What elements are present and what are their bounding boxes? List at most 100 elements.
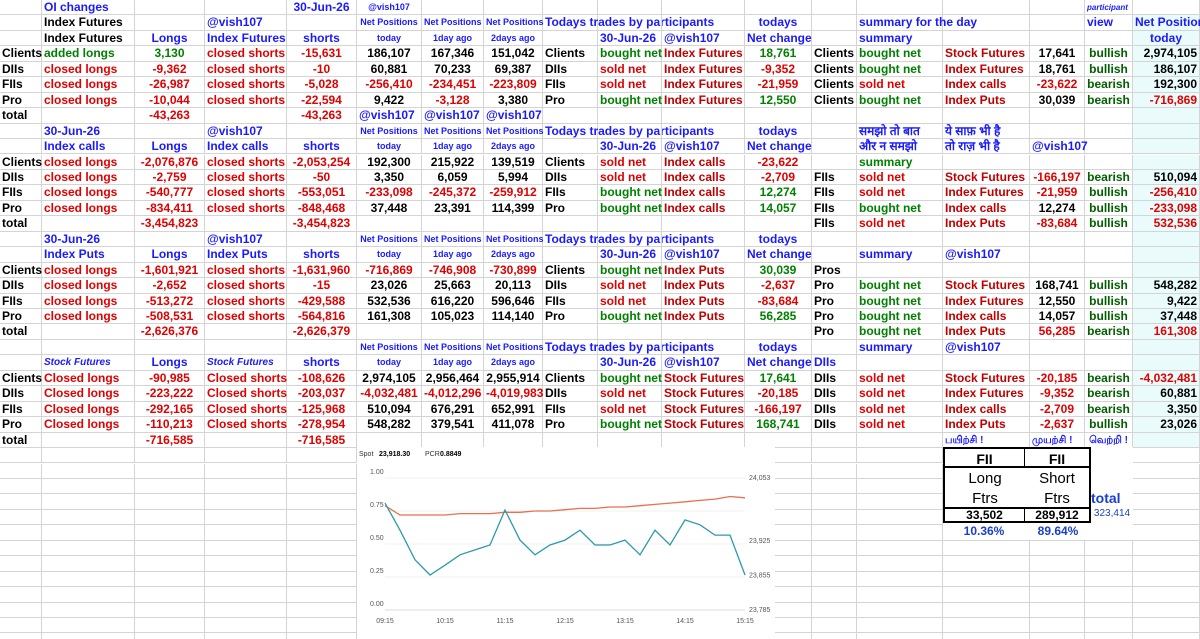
number-cell: -50	[287, 169, 357, 186]
cell	[205, 478, 287, 495]
cell	[1133, 339, 1200, 356]
number-cell: -3,128	[422, 92, 484, 109]
text-cell: Clients	[543, 370, 598, 387]
header-cell: 30-Jun-26	[287, 0, 357, 16]
number-cell: 3,350	[1133, 401, 1200, 418]
text-cell: Clients	[812, 46, 857, 62]
cell	[1085, 139, 1133, 155]
text-cell: Index Puts	[662, 309, 745, 325]
header-cell: Net Positions	[484, 123, 544, 140]
spot-value: 23,918.30	[379, 451, 410, 458]
text-cell: Stock Futures	[943, 370, 1030, 387]
header-cell: 30-Jun-26	[598, 355, 662, 371]
cell	[745, 633, 812, 639]
number-cell: 14,057	[1030, 309, 1085, 325]
number-cell: -43,263	[287, 108, 357, 124]
number-cell: -4,032,481	[1133, 370, 1200, 387]
number-cell: -564,816	[287, 309, 357, 325]
cell	[205, 463, 287, 479]
cell	[745, 478, 812, 495]
header-cell: Net Positions	[357, 231, 422, 248]
cell	[0, 448, 42, 464]
text-cell: FIIs	[0, 77, 42, 93]
cell	[42, 587, 135, 603]
text-cell: FIIs	[543, 185, 598, 201]
text-cell: FIIs	[812, 185, 857, 201]
number-cell: 20,113	[484, 278, 543, 294]
cell	[812, 494, 857, 510]
cell	[543, 139, 598, 155]
number-cell: 12,550	[1030, 293, 1085, 309]
text-cell: Pro	[543, 417, 598, 433]
number-cell: -256,410	[1133, 185, 1200, 201]
header-cell: OI changes	[42, 0, 135, 16]
number-cell: -9,362	[135, 61, 205, 78]
header-cell: Index calls	[205, 139, 287, 155]
cell	[205, 339, 287, 356]
header-cell: todays	[745, 231, 812, 248]
number-cell: 23,026	[357, 278, 422, 294]
cell	[135, 525, 205, 541]
header-cell: @vish107	[943, 339, 1030, 356]
header-cell: 1day ago	[422, 355, 484, 371]
cell	[812, 30, 857, 47]
cell	[1085, 633, 1133, 639]
text-cell: Index Futures	[662, 92, 745, 109]
header-cell: shorts	[287, 355, 357, 371]
text-cell: closed shorts	[205, 185, 287, 201]
cell	[42, 432, 135, 449]
cell	[1133, 509, 1200, 526]
cell	[0, 633, 42, 639]
cell	[1030, 355, 1085, 371]
cell	[205, 108, 287, 124]
number-cell: 69,387	[484, 61, 543, 78]
text-cell: Index calls	[943, 309, 1030, 325]
cell	[1085, 123, 1133, 140]
cell	[1133, 571, 1200, 588]
cell	[1085, 355, 1133, 371]
text-cell: Closed shorts	[205, 417, 288, 433]
cell	[1085, 339, 1133, 356]
text-cell: Closed longs	[42, 401, 135, 418]
text-cell: Pros	[812, 262, 857, 279]
cell	[1085, 30, 1133, 47]
text-cell: bought net	[857, 200, 943, 217]
header-cell: @vish107	[662, 139, 745, 155]
cell	[745, 216, 812, 232]
number-cell: -540,777	[135, 185, 205, 201]
x-tick-label: 11:15	[497, 618, 514, 625]
header-cell: Longs	[135, 139, 205, 155]
cell	[1085, 231, 1133, 248]
number-cell: -9,352	[1030, 386, 1085, 402]
text-cell: Stock Futures	[943, 278, 1030, 294]
fii-percent: 10.36%	[963, 524, 1005, 538]
cell	[135, 231, 205, 248]
number-cell: -15,631	[287, 46, 357, 62]
text-cell: bullish	[1085, 216, 1133, 232]
number-cell: 60,881	[1133, 386, 1200, 402]
number-cell: -125,968	[287, 401, 357, 418]
text-cell: bullish	[1085, 309, 1133, 325]
text-cell: closed shorts	[205, 77, 287, 93]
header-cell: Net Positions	[484, 231, 544, 248]
text-cell: Clients	[812, 61, 857, 78]
text-cell: closed shorts	[205, 169, 287, 186]
header-cell: Index calls	[42, 139, 135, 155]
cell	[0, 602, 42, 618]
cell	[943, 108, 1030, 124]
cell	[484, 216, 543, 232]
cell	[662, 231, 745, 248]
text-cell: பயிற்சி !	[943, 432, 1030, 449]
cell	[857, 602, 943, 618]
number-cell: -233,098	[1133, 200, 1200, 217]
header-cell: summary	[857, 339, 943, 356]
text-cell: Closed longs	[42, 386, 135, 402]
number-cell: -9,352	[745, 61, 812, 78]
header-cell: 1day ago	[422, 247, 484, 263]
cell	[1133, 525, 1200, 541]
text-cell: sold net	[598, 401, 662, 418]
header-cell: shorts	[287, 247, 357, 263]
text-cell: DIIs	[543, 386, 598, 402]
cell	[1030, 633, 1085, 639]
text-cell: DIIs	[543, 278, 598, 294]
